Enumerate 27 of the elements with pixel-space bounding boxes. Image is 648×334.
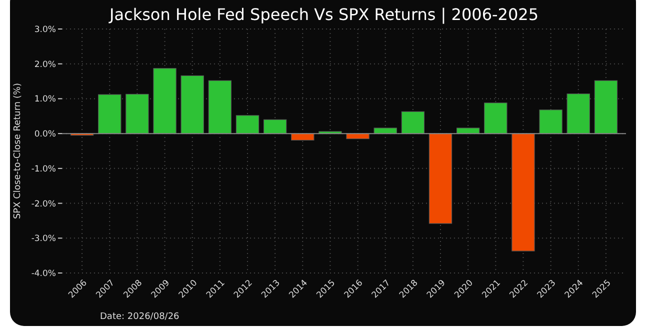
bar [180, 75, 204, 134]
bar [539, 110, 562, 134]
bar [236, 115, 260, 134]
bar [401, 111, 425, 134]
y-tick-label: 3.0% [34, 24, 56, 35]
y-tick-label: -3.0% [31, 234, 56, 244]
bar [374, 128, 397, 134]
bar [263, 119, 287, 134]
bar [566, 94, 590, 134]
y-tick-label: 2.0% [34, 60, 56, 70]
bar [208, 80, 232, 134]
bar [98, 94, 122, 134]
bar [512, 133, 535, 252]
bar [428, 133, 452, 224]
chart-title: Jackson Hole Fed Speech Vs SPX Returns | 2006-2025 [108, 5, 538, 24]
y-axis-title: SPX Close-to-Close Return (%) [13, 82, 23, 220]
bar [484, 102, 508, 134]
y-tick-label: -2.0% [31, 199, 56, 210]
y-tick-label: 1.0% [34, 94, 56, 105]
bar [126, 94, 149, 134]
bar [153, 68, 176, 134]
bar [291, 133, 314, 140]
y-tick-label: 0.0% [34, 130, 56, 140]
y-tick-label: -4.0% [31, 268, 56, 279]
y-tick-label: -1.0% [31, 164, 56, 174]
text: Date: 2026/08/26 [100, 312, 180, 322]
bar [594, 80, 618, 134]
